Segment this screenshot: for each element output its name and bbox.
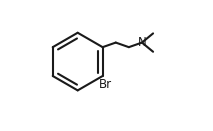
Text: N: N bbox=[138, 36, 147, 49]
Text: Br: Br bbox=[99, 78, 112, 91]
